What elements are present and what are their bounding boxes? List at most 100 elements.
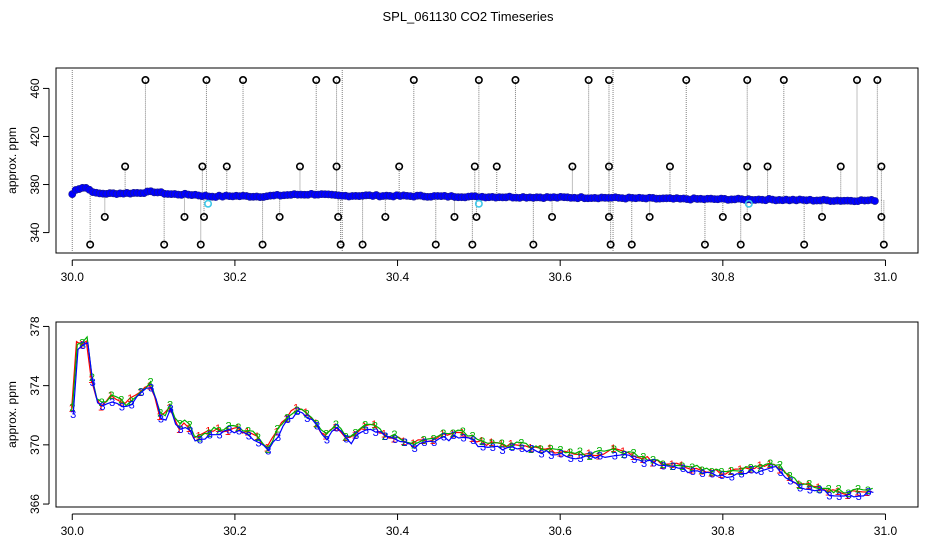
top-flag-point	[474, 199, 483, 208]
bottom-series-marker: 3	[168, 403, 174, 415]
top-outlier-point	[665, 162, 674, 171]
bottom-series-marker: 3	[709, 468, 715, 480]
bottom-series-marker: 2	[845, 488, 851, 500]
bottom-x-axis: 30.0 30.2 30.4 30.6 30.8 31.0	[61, 513, 897, 538]
bottom-series-marker: 3	[412, 443, 418, 455]
bottom-series-marker: 2	[372, 420, 378, 432]
bottom-series-marker: 1	[156, 411, 162, 423]
bottom-series-marker: 2	[567, 447, 573, 459]
top-data-point	[871, 197, 879, 205]
top-outlier-point	[160, 240, 169, 249]
top-outlier-point	[879, 240, 888, 249]
bottom-series-marker: 3	[177, 424, 183, 436]
bottom-series-marker: 2	[489, 438, 495, 450]
top-outlier-point	[450, 212, 459, 221]
bottom-series-marker: 3	[587, 450, 593, 462]
bottom-series-marker: 3	[402, 437, 408, 449]
bottom-series-marker: 1	[835, 486, 841, 498]
bottom-y-tick-label: 366	[28, 494, 42, 514]
top-outlier-point	[584, 76, 593, 85]
top-outlier-point	[779, 76, 788, 85]
bottom-series-marker: 3	[519, 443, 525, 455]
bottom-series-marker: 3	[216, 430, 222, 442]
bottom-series-marker: 2	[450, 428, 456, 440]
bottom-series-marker: 1	[757, 460, 763, 472]
bottom-series-marker: 1	[439, 429, 445, 441]
bottom-series-marker: 3	[99, 401, 105, 413]
bottom-series-marker: 3	[719, 470, 725, 482]
bottom-series-marker: 1	[205, 425, 211, 437]
bottom-series-marker: 1	[449, 428, 455, 440]
bottom-series-marker: 2	[333, 419, 339, 431]
bottom-series-marker: 2	[611, 444, 617, 456]
bottom-series-marker: 2	[118, 394, 124, 406]
bottom-series-marker: 2	[835, 484, 841, 496]
top-outlier-point	[568, 162, 577, 171]
top-x-axis: 30.0 30.2 30.4 30.6 30.8 31.0	[61, 259, 898, 284]
bottom-series-marker: 3	[490, 442, 496, 454]
top-outlier-point	[202, 76, 211, 85]
bottom-series-marker: 3	[392, 434, 398, 446]
bottom-series-marker: 2	[323, 428, 329, 440]
bottom-series-marker: 1	[127, 393, 133, 405]
bottom-series-marker: 3	[797, 483, 803, 495]
bottom-series-marker: 1	[620, 446, 626, 458]
bottom-series-marker: 1	[766, 459, 772, 471]
bottom-y-axis: 366 370 374 378	[28, 316, 50, 514]
bottom-series-marker: 3	[670, 461, 676, 473]
bottom-series-marker: 3	[612, 451, 618, 463]
bottom-series-marker: 3	[846, 489, 852, 501]
top-outlier-point	[877, 212, 886, 221]
bottom-series-marker: 3	[641, 458, 647, 470]
bottom-series-marker: 2	[255, 432, 261, 444]
panel-top-ppm-scatter: 30.0 30.2 30.4 30.6 30.8 31.0 340 380 420 460 appr…	[5, 67, 919, 284]
bottom-series-marker: 2	[826, 483, 832, 495]
bottom-series-marker: 3	[826, 491, 832, 503]
top-y-axis: 340 380 420 460	[28, 78, 50, 243]
top-outlier-point	[198, 162, 207, 171]
bottom-y-axis-title: approx. ppm	[5, 381, 19, 448]
bottom-series-marker: 2	[147, 377, 153, 389]
bottom-series-marker: 2	[767, 458, 773, 470]
bottom-series-marker: 1	[234, 422, 240, 434]
bottom-series-marker: 3	[548, 450, 554, 462]
bottom-series-marker: 2	[557, 444, 563, 456]
bottom-series-marker: 2	[865, 485, 871, 497]
bottom-y-tick-label: 370	[28, 435, 42, 455]
bottom-series-marker: 1	[508, 438, 514, 450]
bottom-series-marker: 2	[650, 454, 656, 466]
top-outlier-point	[258, 240, 267, 249]
bottom-series-marker: 3	[807, 485, 813, 497]
top-outlier-point	[606, 240, 615, 249]
bottom-series-marker: 2	[596, 445, 602, 457]
bottom-series-marker: 1	[517, 441, 523, 453]
bottom-series-marker: 2	[430, 433, 436, 445]
bottom-series-marker: 2	[167, 399, 173, 411]
bottom-series-marker: 2	[738, 466, 744, 478]
bottom-plot-frame	[55, 321, 919, 508]
top-x-tick-label: 30.8	[711, 270, 735, 284]
bottom-series-marker: 1	[420, 435, 426, 447]
bottom-series-marker: 3	[197, 434, 203, 446]
top-x-tick-label: 30.2	[223, 270, 247, 284]
bottom-series-marker: 2	[855, 484, 861, 496]
top-outlier-point	[336, 240, 345, 249]
bottom-series-marker: 2	[479, 436, 485, 448]
top-x-tick-label: 31.0	[874, 270, 898, 284]
bottom-series-marker: 3	[758, 466, 764, 478]
bottom-x-tick-label: 30.0	[61, 524, 85, 538]
bottom-series-marker: 2	[304, 409, 310, 421]
bottom-series-marker: 1	[815, 482, 821, 494]
bottom-series-marker: 3	[256, 437, 262, 449]
bottom-series-marker: 3	[700, 468, 706, 480]
bottom-series-marker: 1	[244, 426, 250, 438]
bottom-series-line-3	[72, 341, 874, 498]
bottom-series-marker: 3	[499, 445, 505, 457]
top-outlier-point	[743, 162, 752, 171]
bottom-series-marker: 2	[362, 419, 368, 431]
bottom-series-marker: 3	[529, 443, 535, 455]
top-y-axis-title: approx. ppm	[5, 127, 19, 194]
bottom-series-marker: 1	[166, 403, 172, 415]
bottom-series-marker: 3	[119, 402, 125, 414]
bottom-series-marker: 1	[844, 490, 850, 502]
